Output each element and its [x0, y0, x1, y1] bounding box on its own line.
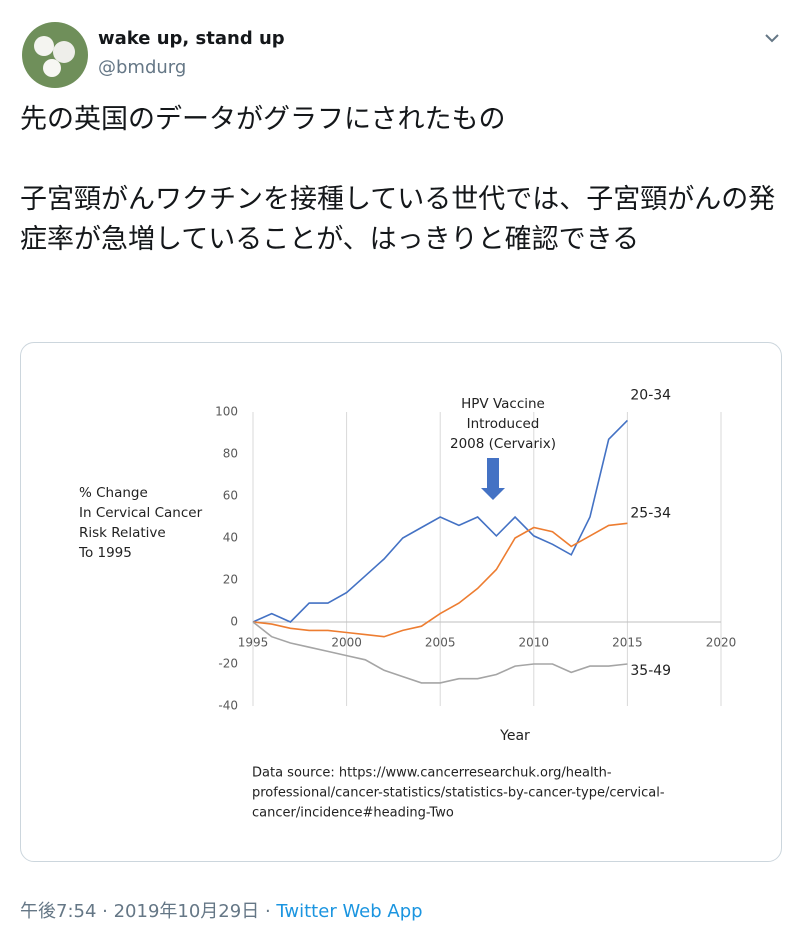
- y-tick-label: 60: [223, 489, 238, 503]
- x-axis-label: Year: [499, 728, 530, 744]
- x-tick-label: 2000: [331, 636, 362, 650]
- series-line: [252, 522, 628, 638]
- annotation: HPV Vaccine: [461, 396, 545, 412]
- x-tick-label: 2005: [425, 636, 456, 650]
- series-label: 20-34: [630, 387, 671, 403]
- y-tick-label: 40: [223, 531, 238, 545]
- tweet-paragraph: 子宮頸がんワクチンを接種している世代では、子宮頸がんの発症率が急増していることが…: [20, 184, 776, 255]
- series-label: 25-34: [630, 505, 671, 521]
- data-source: Data source: https://www.cancerresearchu…: [252, 766, 612, 781]
- annotation: 2008 (Cervarix): [450, 436, 556, 452]
- series-line: [252, 621, 628, 684]
- time: 午後7:54: [20, 901, 97, 922]
- series-line: [252, 419, 628, 623]
- image-card[interactable]: [20, 342, 782, 862]
- chart: 1995 2000 2005 2010 2015 2020 -40 -20 0 20 40 60 80 1…: [78, 387, 737, 821]
- client[interactable]: Twitter Web App: [276, 901, 423, 922]
- x-tick-label: 1995: [238, 636, 269, 650]
- date[interactable]: 2019年10月29日: [113, 901, 260, 922]
- y-tick-label: 0: [230, 615, 238, 629]
- data-source: professional/cancer-statistics/statistic…: [252, 786, 665, 801]
- y-tick-label: 80: [223, 447, 238, 461]
- avatar[interactable]: [22, 22, 88, 88]
- y-axis-label: Risk Relative: [79, 525, 166, 541]
- user-name[interactable]: wake up, stand up: [98, 28, 285, 49]
- y-axis-label: % Change: [79, 485, 148, 501]
- annotation: Introduced: [467, 416, 540, 432]
- data-source: cancer/incidence#heading-Two: [252, 806, 454, 821]
- y-axis-label: In Cervical Cancer: [79, 505, 203, 521]
- y-axis-label: To 1995: [78, 545, 132, 561]
- user-handle[interactable]: @bmdurg: [98, 57, 187, 78]
- tweet-paragraph: 先の英国のデータがグラフにされたもの: [20, 104, 506, 135]
- x-tick-label: 2020: [706, 636, 737, 650]
- tweet-footer: 午後7:54 · 2019年10月29日 · Twitter Web App: [20, 901, 423, 922]
- menu-chevron[interactable]: [762, 30, 782, 46]
- x-tick-label: 2015: [612, 636, 643, 650]
- y-tick-label: 20: [223, 573, 238, 587]
- tweet-text: 先の英国のデータがグラフにされたもの 子宮頸がんワクチンを接種している世代では、…: [20, 100, 785, 300]
- y-tick-label: 100: [215, 405, 238, 419]
- y-tick-label: -20: [218, 657, 238, 671]
- annotation-arrow: [481, 458, 505, 500]
- y-tick-label: -40: [218, 699, 238, 713]
- x-tick-label: 2010: [519, 636, 550, 650]
- series-label: 35-49: [630, 663, 671, 679]
